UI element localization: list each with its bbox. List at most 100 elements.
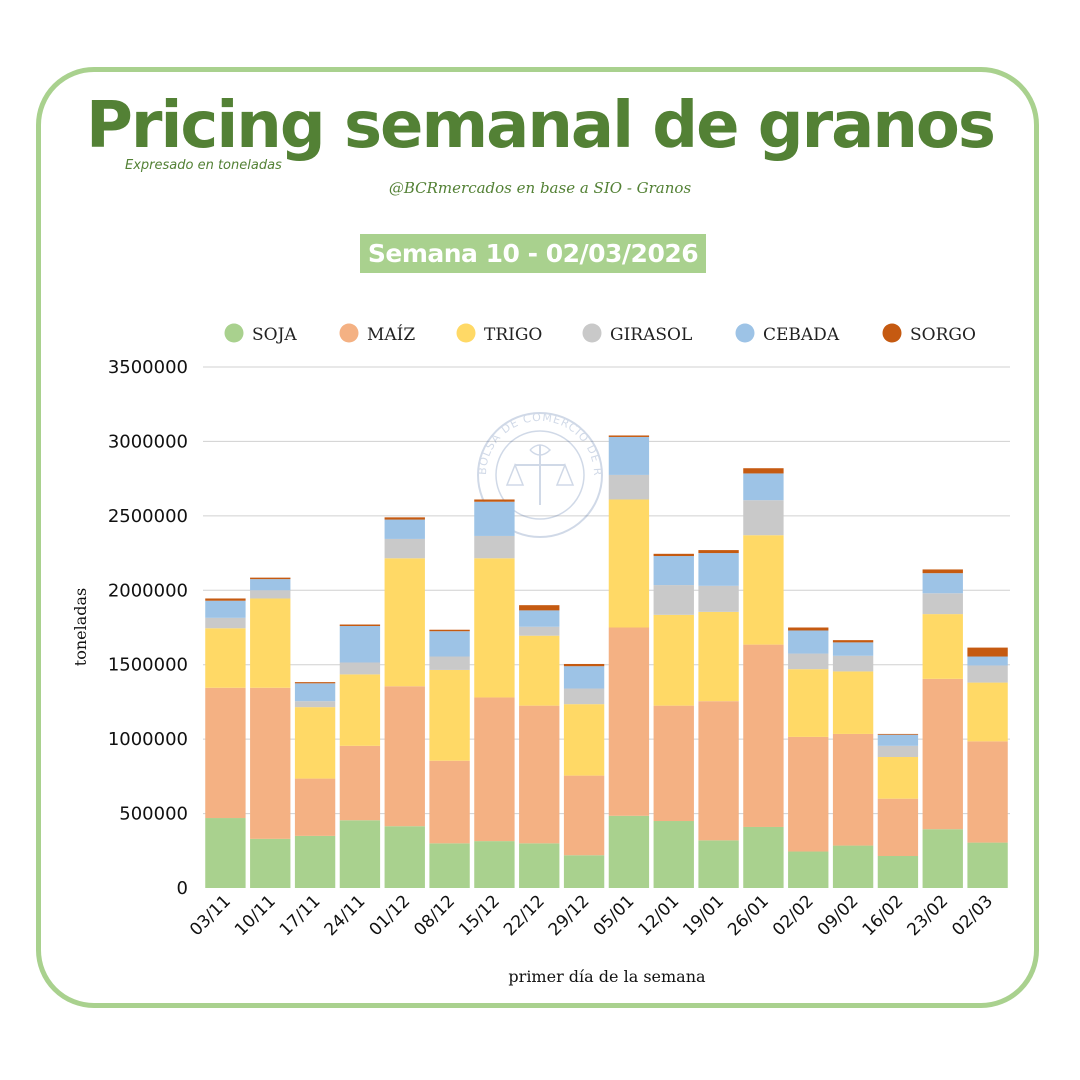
bar-segment: [339, 662, 381, 675]
bar-segment: [474, 697, 515, 842]
legend-label: SOJA: [252, 325, 297, 345]
bars: [205, 435, 1008, 888]
x-tick-label: 09/02: [814, 891, 863, 940]
bar-segment: [384, 826, 425, 888]
bar-segment: [832, 642, 874, 656]
bar-segment: [563, 855, 605, 888]
legend-swatch: [735, 323, 755, 343]
legend-swatch: [224, 323, 244, 343]
bar-segment: [339, 674, 381, 746]
x-tick-label: 02/03: [948, 891, 997, 940]
bar-segment: [563, 688, 605, 705]
x-tick-label: 15/12: [455, 891, 504, 940]
bar-segment: [294, 682, 336, 684]
bar-segment: [205, 628, 246, 688]
legend: SOJA MAÍZ TRIGO GIRASOL CEBADA SORGO: [224, 323, 976, 345]
bar-segment: [743, 500, 784, 536]
bar-segment: [743, 473, 784, 501]
y-tick-label: 3500000: [108, 357, 188, 378]
bar-segment: [429, 656, 470, 670]
bar-segment: [698, 553, 739, 586]
bar-segment: [967, 647, 1008, 657]
bar-segment: [922, 614, 963, 679]
x-tick-label: 10/11: [231, 891, 280, 940]
bar-segment: [294, 778, 336, 836]
bar-segment: [922, 573, 963, 594]
bar-segment: [788, 669, 829, 737]
bar-segment: [653, 614, 694, 706]
bar-segment: [205, 617, 246, 629]
bar-segment: [205, 818, 246, 888]
bar-segment: [429, 631, 470, 657]
bar-segment: [250, 687, 291, 839]
bar-segment: [563, 775, 605, 856]
bar-segment: [429, 669, 470, 761]
x-tick-label: 17/11: [276, 891, 325, 940]
bar-segment: [474, 841, 515, 888]
bar-segment: [653, 821, 694, 888]
x-tick-label: 12/01: [634, 891, 683, 940]
y-axis-ticks: 0 500000 1000000 1500000 2000000 2500000 30000…: [108, 357, 188, 899]
x-tick-label: 19/01: [679, 891, 728, 940]
y-tick-label: 2500000: [108, 506, 188, 527]
legend-swatch: [582, 323, 602, 343]
bar-segment: [205, 600, 246, 618]
bar-segment: [608, 435, 650, 437]
bar-segment: [653, 585, 694, 615]
bar-segment: [519, 705, 560, 844]
svg-text:BOLSA DE COMERCIO DE ROSARIO: BOLSA DE COMERCIO DE ROSARIO: [0, 0, 604, 477]
y-tick-label: 1500000: [108, 655, 188, 676]
x-tick-label: 01/12: [365, 891, 414, 940]
legend-label: GIRASOL: [610, 325, 692, 345]
bar-segment: [563, 666, 605, 689]
bar-segment: [474, 558, 515, 698]
page-subtitle: Expresado en toneladas: [125, 158, 282, 173]
bar-segment: [922, 829, 963, 888]
bar-segment: [250, 577, 291, 580]
bar-segment: [967, 656, 1008, 666]
source-note: @BCRmercados en base a SIO - Granos: [388, 179, 692, 197]
bar-segment: [384, 519, 425, 539]
bar-segment: [429, 629, 470, 632]
x-tick-label: 16/02: [859, 891, 908, 940]
bar-segment: [474, 535, 515, 559]
bar-segment: [339, 624, 381, 627]
bar-segment: [788, 627, 829, 631]
bar-segment: [429, 760, 470, 844]
y-tick-label: 1000000: [108, 729, 188, 750]
bar-segment: [519, 610, 560, 627]
x-tick-label: 05/01: [590, 891, 639, 940]
bar-segment: [653, 705, 694, 822]
bar-segment: [788, 653, 829, 670]
bar-segment: [294, 835, 336, 888]
bar-segment: [743, 644, 784, 827]
bar-segment: [967, 682, 1008, 742]
bar-segment: [698, 611, 739, 702]
y-tick-label: 3000000: [108, 431, 188, 452]
bar-segment: [608, 815, 650, 888]
bar-segment: [339, 626, 381, 663]
bar-segment: [519, 605, 560, 611]
x-tick-label: 22/12: [500, 891, 549, 940]
bar-segment: [698, 701, 739, 841]
x-tick-label: 26/01: [724, 891, 773, 940]
legend-label: TRIGO: [484, 325, 542, 345]
bar-segment: [384, 686, 425, 827]
bar-segment: [474, 499, 515, 502]
y-tick-label: 500000: [119, 804, 188, 825]
bar-segment: [832, 655, 874, 672]
bar-segment: [832, 640, 874, 643]
week-badge: Semana 10 - 02/03/2026: [360, 234, 706, 273]
bar-segment: [294, 701, 336, 708]
bar-segment: [608, 627, 650, 816]
bar-segment: [653, 556, 694, 586]
bar-segment: [384, 517, 425, 520]
bar-segment: [743, 826, 784, 888]
bar-segment: [608, 436, 650, 475]
legend-label: MAÍZ: [367, 324, 415, 345]
bar-segment: [698, 585, 739, 612]
bar-segment: [788, 630, 829, 654]
bar-segment: [474, 501, 515, 536]
x-axis-ticks: 03/1110/1117/1124/1101/1208/1215/1222/12…: [186, 891, 997, 940]
bar-segment: [832, 671, 874, 734]
